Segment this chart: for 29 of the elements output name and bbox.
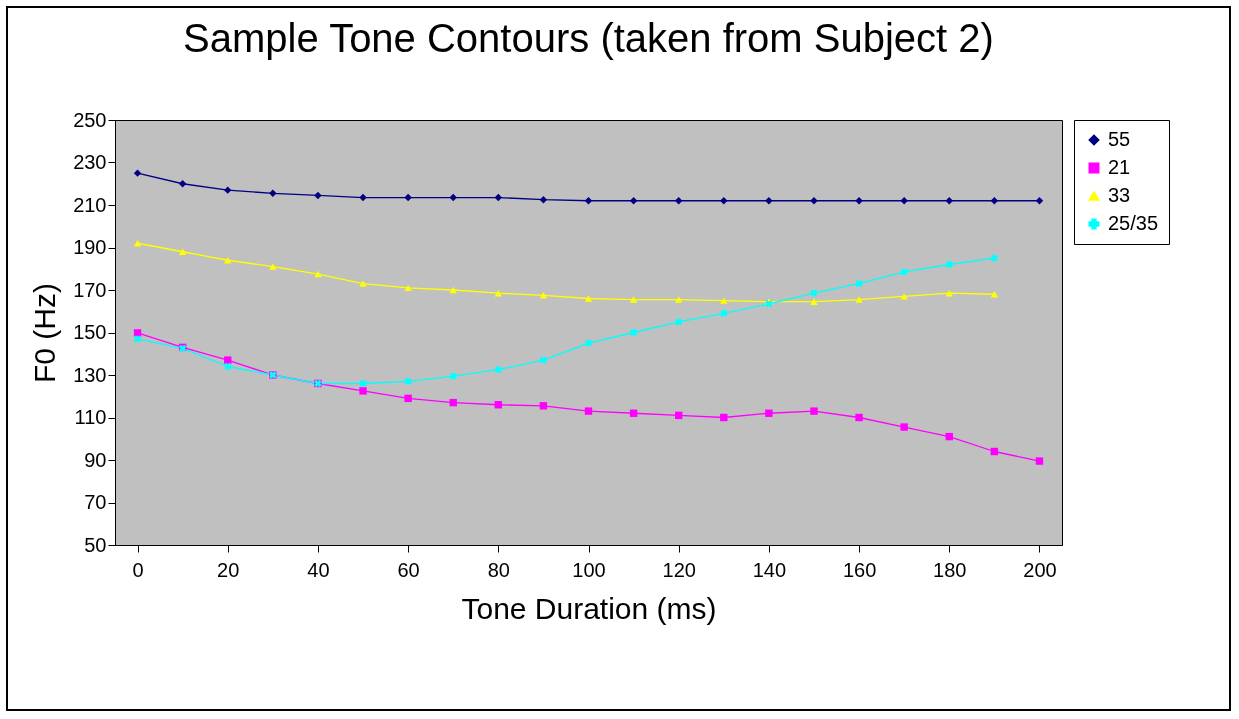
x-tick-label: 80	[487, 558, 510, 581]
x-tick-label: 100	[572, 558, 606, 581]
x-tick-label: 180	[933, 558, 967, 581]
x-tick-label: 120	[662, 558, 696, 581]
legend-label: 25/35	[1108, 212, 1159, 234]
x-tick-label: 160	[842, 558, 877, 581]
legend-label: 55	[1108, 128, 1131, 150]
y-tick-label: 130	[73, 363, 107, 386]
y-tick-label: 190	[73, 236, 107, 258]
y-tick-label: 150	[73, 321, 107, 343]
x-tick-label: 0	[132, 558, 144, 581]
y-tick-label: 50	[84, 533, 107, 556]
x-tick-label: 140	[752, 558, 787, 581]
x-tick-label: 20	[217, 558, 240, 581]
y-tick-label: 230	[73, 151, 107, 173]
y-tick-label: 110	[74, 406, 107, 428]
y-tick-label: 70	[84, 491, 107, 513]
x-axis-title: Tone Duration (ms)	[461, 591, 717, 625]
y-tick-label: 250	[73, 108, 107, 131]
legend-label: 33	[1108, 184, 1131, 206]
x-tick-label: 60	[397, 558, 420, 581]
chart-title: Sample Tone Contours (taken from Subject 2)	[183, 16, 994, 60]
y-axis-title: F0 (Hz)	[28, 283, 62, 383]
legend-label: 21	[1108, 156, 1131, 178]
x-tick-label: 200	[1023, 558, 1057, 581]
y-tick-label: 170	[73, 278, 107, 301]
y-tick-label: 210	[73, 193, 107, 216]
y-tick-label: 90	[84, 448, 107, 471]
x-tick-label: 40	[307, 558, 330, 581]
